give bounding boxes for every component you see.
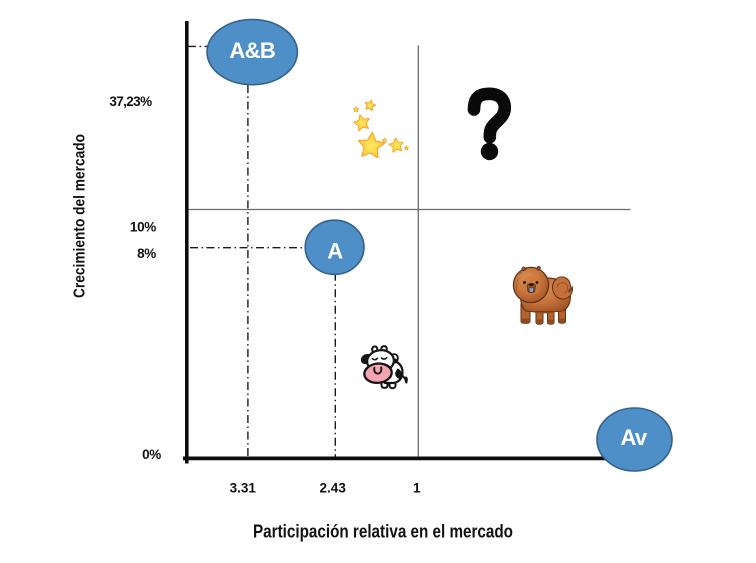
svg-text:37,23%: 37,23% [109, 94, 152, 109]
svg-text:1: 1 [413, 481, 421, 496]
svg-text:8%: 8% [137, 246, 156, 261]
svg-text:Participación relativa en el m: Participación relativa en el mercado [253, 522, 513, 542]
svg-text:0%: 0% [142, 447, 161, 462]
svg-text:10%: 10% [130, 220, 156, 235]
svg-text:A&B: A&B [229, 38, 275, 63]
svg-text:A: A [327, 239, 343, 264]
svg-text:3.31: 3.31 [230, 481, 257, 496]
svg-text:Av: Av [620, 425, 647, 450]
svg-text:Crecimiento del mercado: Crecimiento del mercado [72, 134, 89, 298]
svg-text:2.43: 2.43 [320, 481, 347, 496]
